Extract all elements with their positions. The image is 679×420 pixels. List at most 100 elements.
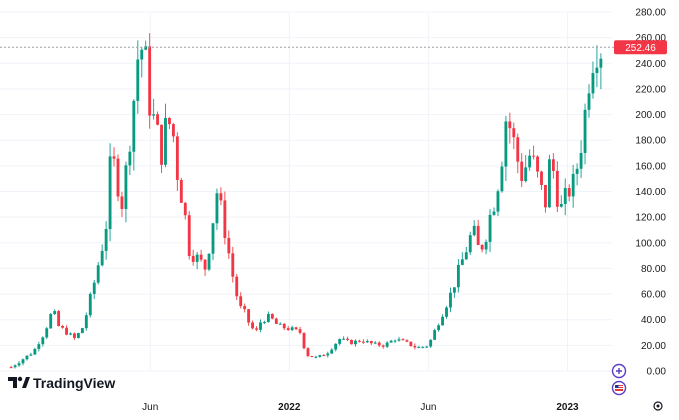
- candle-body: [528, 155, 532, 168]
- candle-body: [520, 161, 524, 182]
- candle-body: [571, 173, 575, 197]
- candle-body: [445, 307, 448, 317]
- price-tick-label: 140.00: [635, 187, 666, 198]
- candle-body: [456, 264, 460, 288]
- candle-body: [140, 49, 144, 60]
- candle-body: [314, 356, 318, 358]
- candle-body: [108, 156, 112, 230]
- candle-body: [449, 292, 452, 308]
- candle-body: [144, 46, 148, 50]
- tradingview-logo[interactable]: TradingView: [8, 375, 115, 391]
- candle-body: [330, 349, 334, 354]
- candle-body: [417, 347, 421, 349]
- price-axis[interactable]: 0.00 20.00 40.00 60.00 80.00 100.00 120.00 140.…: [635, 8, 666, 378]
- candle-body: [350, 339, 353, 345]
- candle-body: [282, 323, 286, 329]
- candle-body: [595, 67, 599, 74]
- candle-body: [88, 293, 92, 316]
- candle-body: [251, 322, 254, 329]
- plus-circle-icon[interactable]: [611, 363, 627, 379]
- last-price-badge[interactable]: 252.46: [614, 40, 667, 55]
- candle-body: [239, 296, 243, 307]
- candle-body: [80, 328, 84, 334]
- candle-body: [599, 58, 603, 68]
- candle-body: [195, 254, 199, 262]
- last-price-line: 252.46: [0, 40, 667, 55]
- candle-body: [13, 365, 17, 368]
- candle-body: [326, 353, 330, 356]
- candle-body: [437, 325, 441, 331]
- candle-body: [168, 117, 171, 125]
- candle-body: [270, 313, 274, 319]
- candle-body: [425, 346, 429, 348]
- candle-body: [29, 354, 33, 356]
- candles: [9, 33, 603, 369]
- candle-body: [274, 318, 278, 324]
- price-tick-label: 100.00: [635, 238, 666, 249]
- candle-body: [544, 184, 547, 208]
- candle-body: [464, 252, 468, 260]
- candle-body: [219, 193, 223, 201]
- candle-body: [358, 340, 361, 342]
- candle-body: [231, 253, 235, 277]
- price-tick-label: 240.00: [635, 59, 666, 70]
- candle-body: [152, 114, 156, 116]
- candle-body: [468, 235, 472, 253]
- candle-body: [65, 327, 68, 335]
- candle-body: [183, 202, 187, 216]
- candle-body: [591, 73, 595, 94]
- last-price-value: 252.46: [625, 43, 656, 54]
- price-tick-label: 20.00: [641, 341, 666, 352]
- candle-body: [587, 93, 591, 110]
- us-flag-icon[interactable]: [611, 380, 627, 396]
- candle-body: [484, 241, 488, 250]
- candle-body: [128, 151, 132, 166]
- candle-body: [156, 114, 159, 125]
- candle-body: [409, 341, 413, 346]
- candle-body: [175, 136, 179, 180]
- candle-body: [441, 316, 444, 326]
- candle-body: [49, 314, 53, 329]
- price-tick-label: 280.00: [635, 8, 666, 19]
- candle-body: [555, 170, 559, 207]
- candle-body: [9, 367, 13, 369]
- candle-body: [124, 165, 128, 209]
- candle-body: [116, 158, 120, 197]
- candle-body: [302, 332, 306, 349]
- candle-body: [547, 159, 551, 208]
- candle-body: [215, 193, 219, 224]
- candle-body: [179, 179, 183, 203]
- candle-body: [191, 255, 195, 262]
- candle-body: [203, 259, 207, 270]
- candle-body: [504, 121, 508, 167]
- candle-body: [120, 196, 124, 209]
- candle-body: [112, 156, 116, 159]
- candle-body: [405, 340, 409, 342]
- candle-body: [583, 109, 587, 153]
- candle-body: [235, 276, 239, 297]
- candle-body: [536, 156, 539, 172]
- candle-body: [401, 339, 405, 341]
- candle-body: [346, 338, 349, 340]
- gear-icon[interactable]: [653, 401, 663, 411]
- candle-body: [322, 355, 326, 357]
- candle-body: [393, 340, 397, 342]
- candle-body: [61, 325, 65, 328]
- candle-body: [480, 245, 484, 250]
- candle-body: [389, 340, 393, 343]
- candle-body: [385, 342, 389, 347]
- candle-body: [472, 225, 476, 236]
- candle-body: [429, 339, 433, 347]
- candle-body: [21, 359, 25, 364]
- candle-body: [579, 152, 583, 169]
- price-tick-label: 0.00: [647, 367, 667, 378]
- candle-body: [381, 345, 385, 347]
- candle-body: [255, 328, 258, 330]
- candle-body: [266, 313, 270, 323]
- grid-lines: [0, 11, 612, 372]
- candle-body: [136, 59, 140, 101]
- price-tick-label: 200.00: [635, 110, 666, 121]
- time-axis[interactable]: Jun2022Jun2023Jun2024May20: [142, 402, 679, 413]
